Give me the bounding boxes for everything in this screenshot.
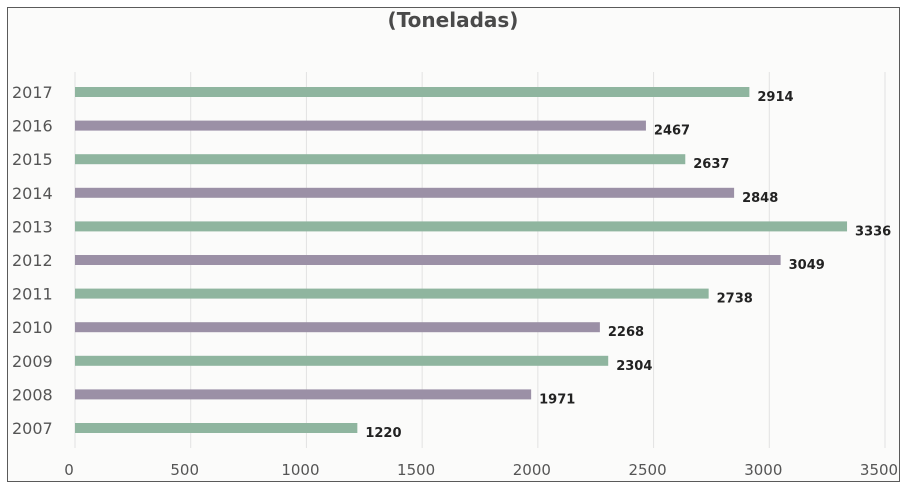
bar: [75, 255, 781, 265]
bar: [75, 187, 735, 198]
y-category-label: 2016: [12, 117, 53, 136]
x-tick-label: 1500: [397, 461, 435, 479]
bar: [75, 423, 358, 433]
x-tick-label: 2000: [513, 461, 551, 479]
y-category-label: 2007: [12, 419, 53, 438]
x-tick-label: 3500: [860, 461, 898, 479]
bar: [75, 154, 686, 165]
y-category-label: 2017: [12, 83, 53, 102]
data-label: 2467: [654, 124, 690, 139]
data-label: 2268: [608, 325, 644, 340]
y-category-label: 2015: [12, 150, 53, 169]
bar: [75, 389, 532, 400]
bar: [75, 355, 609, 366]
x-tick-label: 1000: [281, 461, 319, 479]
data-label: 3336: [855, 224, 891, 239]
x-tick-label: 2500: [628, 461, 666, 479]
bar: [75, 120, 646, 131]
x-tick-label: 0: [64, 461, 74, 479]
data-label: 1220: [365, 426, 401, 441]
y-category-label: 2012: [12, 251, 53, 270]
bar: [75, 288, 709, 299]
data-label: 2304: [616, 359, 652, 374]
data-label: 1971: [539, 392, 575, 407]
bar: [75, 221, 848, 232]
x-tick-label: 3000: [744, 461, 782, 479]
bar: [75, 322, 600, 333]
y-category-label: 2014: [12, 184, 53, 203]
y-category-label: 2009: [12, 352, 53, 371]
data-label: 2914: [757, 90, 793, 105]
data-label: 3049: [789, 258, 825, 273]
y-category-label: 2013: [12, 217, 53, 236]
data-label: 2848: [742, 191, 778, 206]
y-category-label: 2010: [12, 318, 53, 337]
chart-title: (Toneladas): [387, 8, 519, 32]
y-category-label: 2008: [12, 385, 53, 404]
y-category-label: 2011: [12, 285, 53, 304]
data-label: 2637: [693, 157, 729, 172]
chart-frame: [7, 7, 900, 482]
data-label: 2738: [717, 292, 753, 307]
x-tick-label: 500: [170, 461, 199, 479]
bar: [75, 87, 750, 97]
